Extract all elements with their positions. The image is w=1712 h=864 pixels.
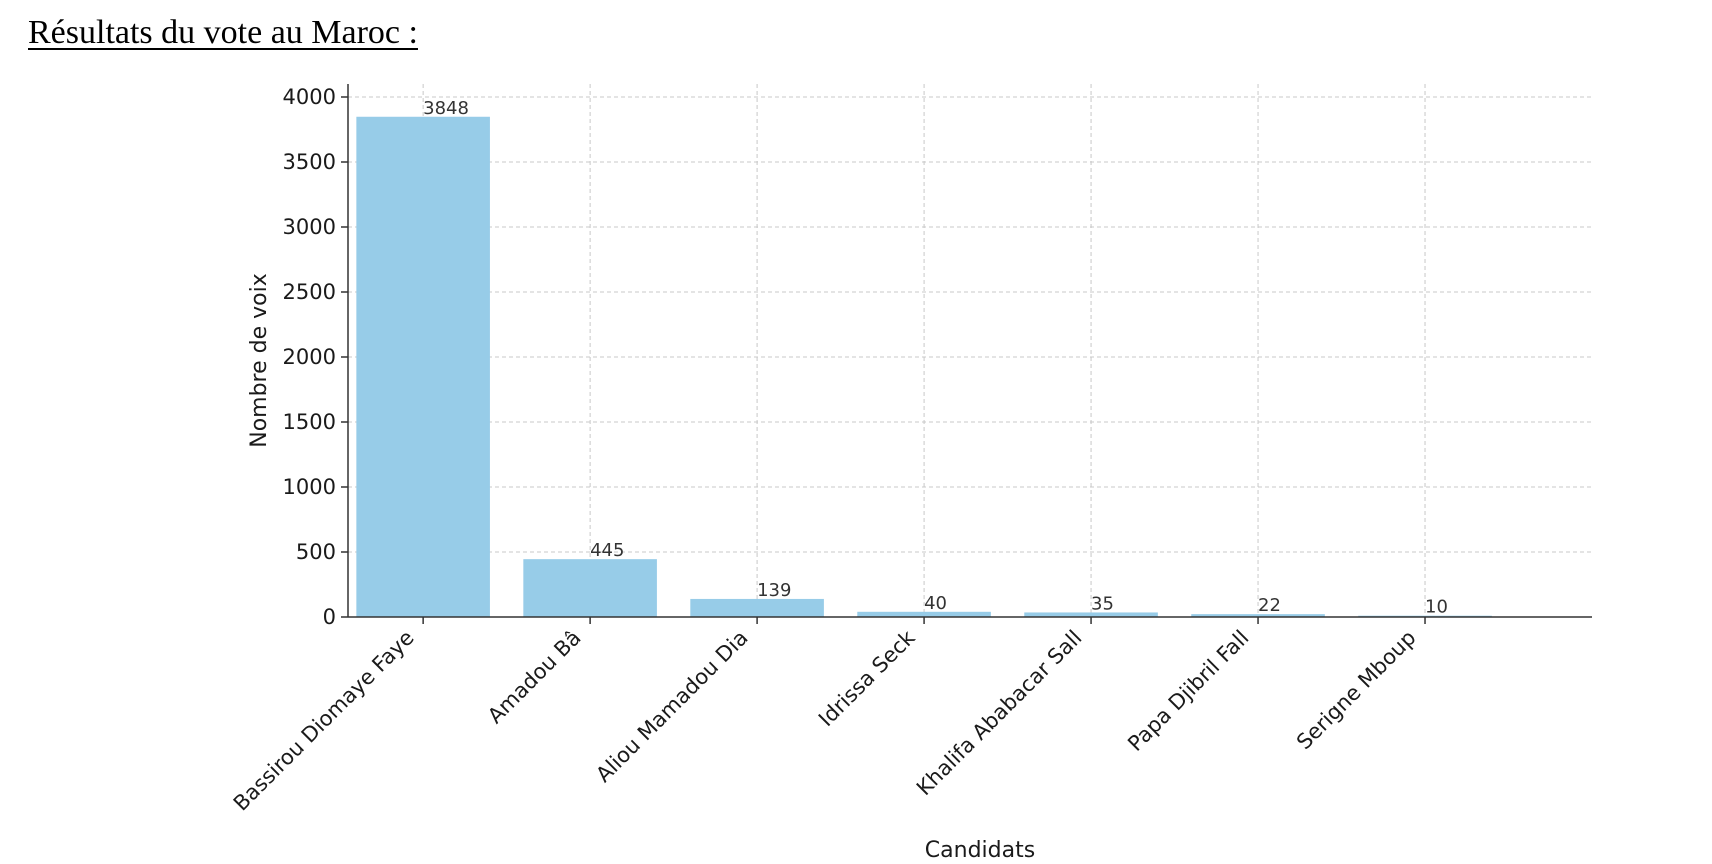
x-tick-label: Khalifa Ababacar Sall (912, 626, 1087, 801)
data-label: 445 (590, 540, 624, 561)
y-tick-label: 2000 (283, 345, 336, 369)
x-tick-label: Serigne Mboup (1292, 626, 1421, 755)
y-tick-label: 500 (296, 540, 336, 564)
x-tick-label: Amadou Bâ (483, 626, 586, 729)
bar (1191, 614, 1325, 617)
y-tick-labels: 0 500 1000 1500 2000 2500 3000 3500 4000 (283, 85, 336, 629)
y-tick-label: 4000 (283, 85, 336, 109)
y-tick-label: 3000 (283, 215, 336, 239)
page-heading: Résultats du vote au Maroc : (28, 14, 418, 51)
y-tick-label: 3500 (283, 150, 336, 174)
data-label: 22 (1258, 595, 1281, 616)
x-tick-label: Bassirou Diomaye Faye (229, 626, 419, 816)
x-tick-labels: Bassirou Diomaye Faye Amadou Bâ Aliou Mama… (229, 625, 1421, 816)
data-label: 40 (924, 593, 947, 614)
x-axis-label: Candidats (925, 838, 1035, 863)
bar (690, 598, 824, 617)
bars (356, 116, 1492, 617)
y-tick-label: 1000 (283, 475, 336, 499)
axes (341, 84, 1592, 624)
data-labels: 3848 445 139 40 35 22 10 (423, 98, 1448, 618)
bar (356, 116, 490, 617)
bar (857, 611, 991, 617)
y-axis-label: Nombre de voix (247, 273, 272, 448)
x-tick-label: Idrissa Seck (814, 625, 920, 731)
data-label: 139 (757, 580, 791, 601)
x-tick-label: Aliou Mamadou Dia (591, 626, 752, 787)
y-tick-label: 2500 (283, 280, 336, 304)
grid-lines (348, 84, 1592, 618)
data-label: 10 (1425, 597, 1448, 618)
data-label: 35 (1091, 593, 1114, 614)
y-tick-label: 1500 (283, 410, 336, 434)
y-tick-label: 0 (323, 605, 336, 629)
bar (523, 559, 657, 617)
bar (1024, 612, 1158, 617)
x-tick-label: Papa Djibril Fall (1123, 626, 1253, 756)
data-label: 3848 (423, 98, 469, 119)
